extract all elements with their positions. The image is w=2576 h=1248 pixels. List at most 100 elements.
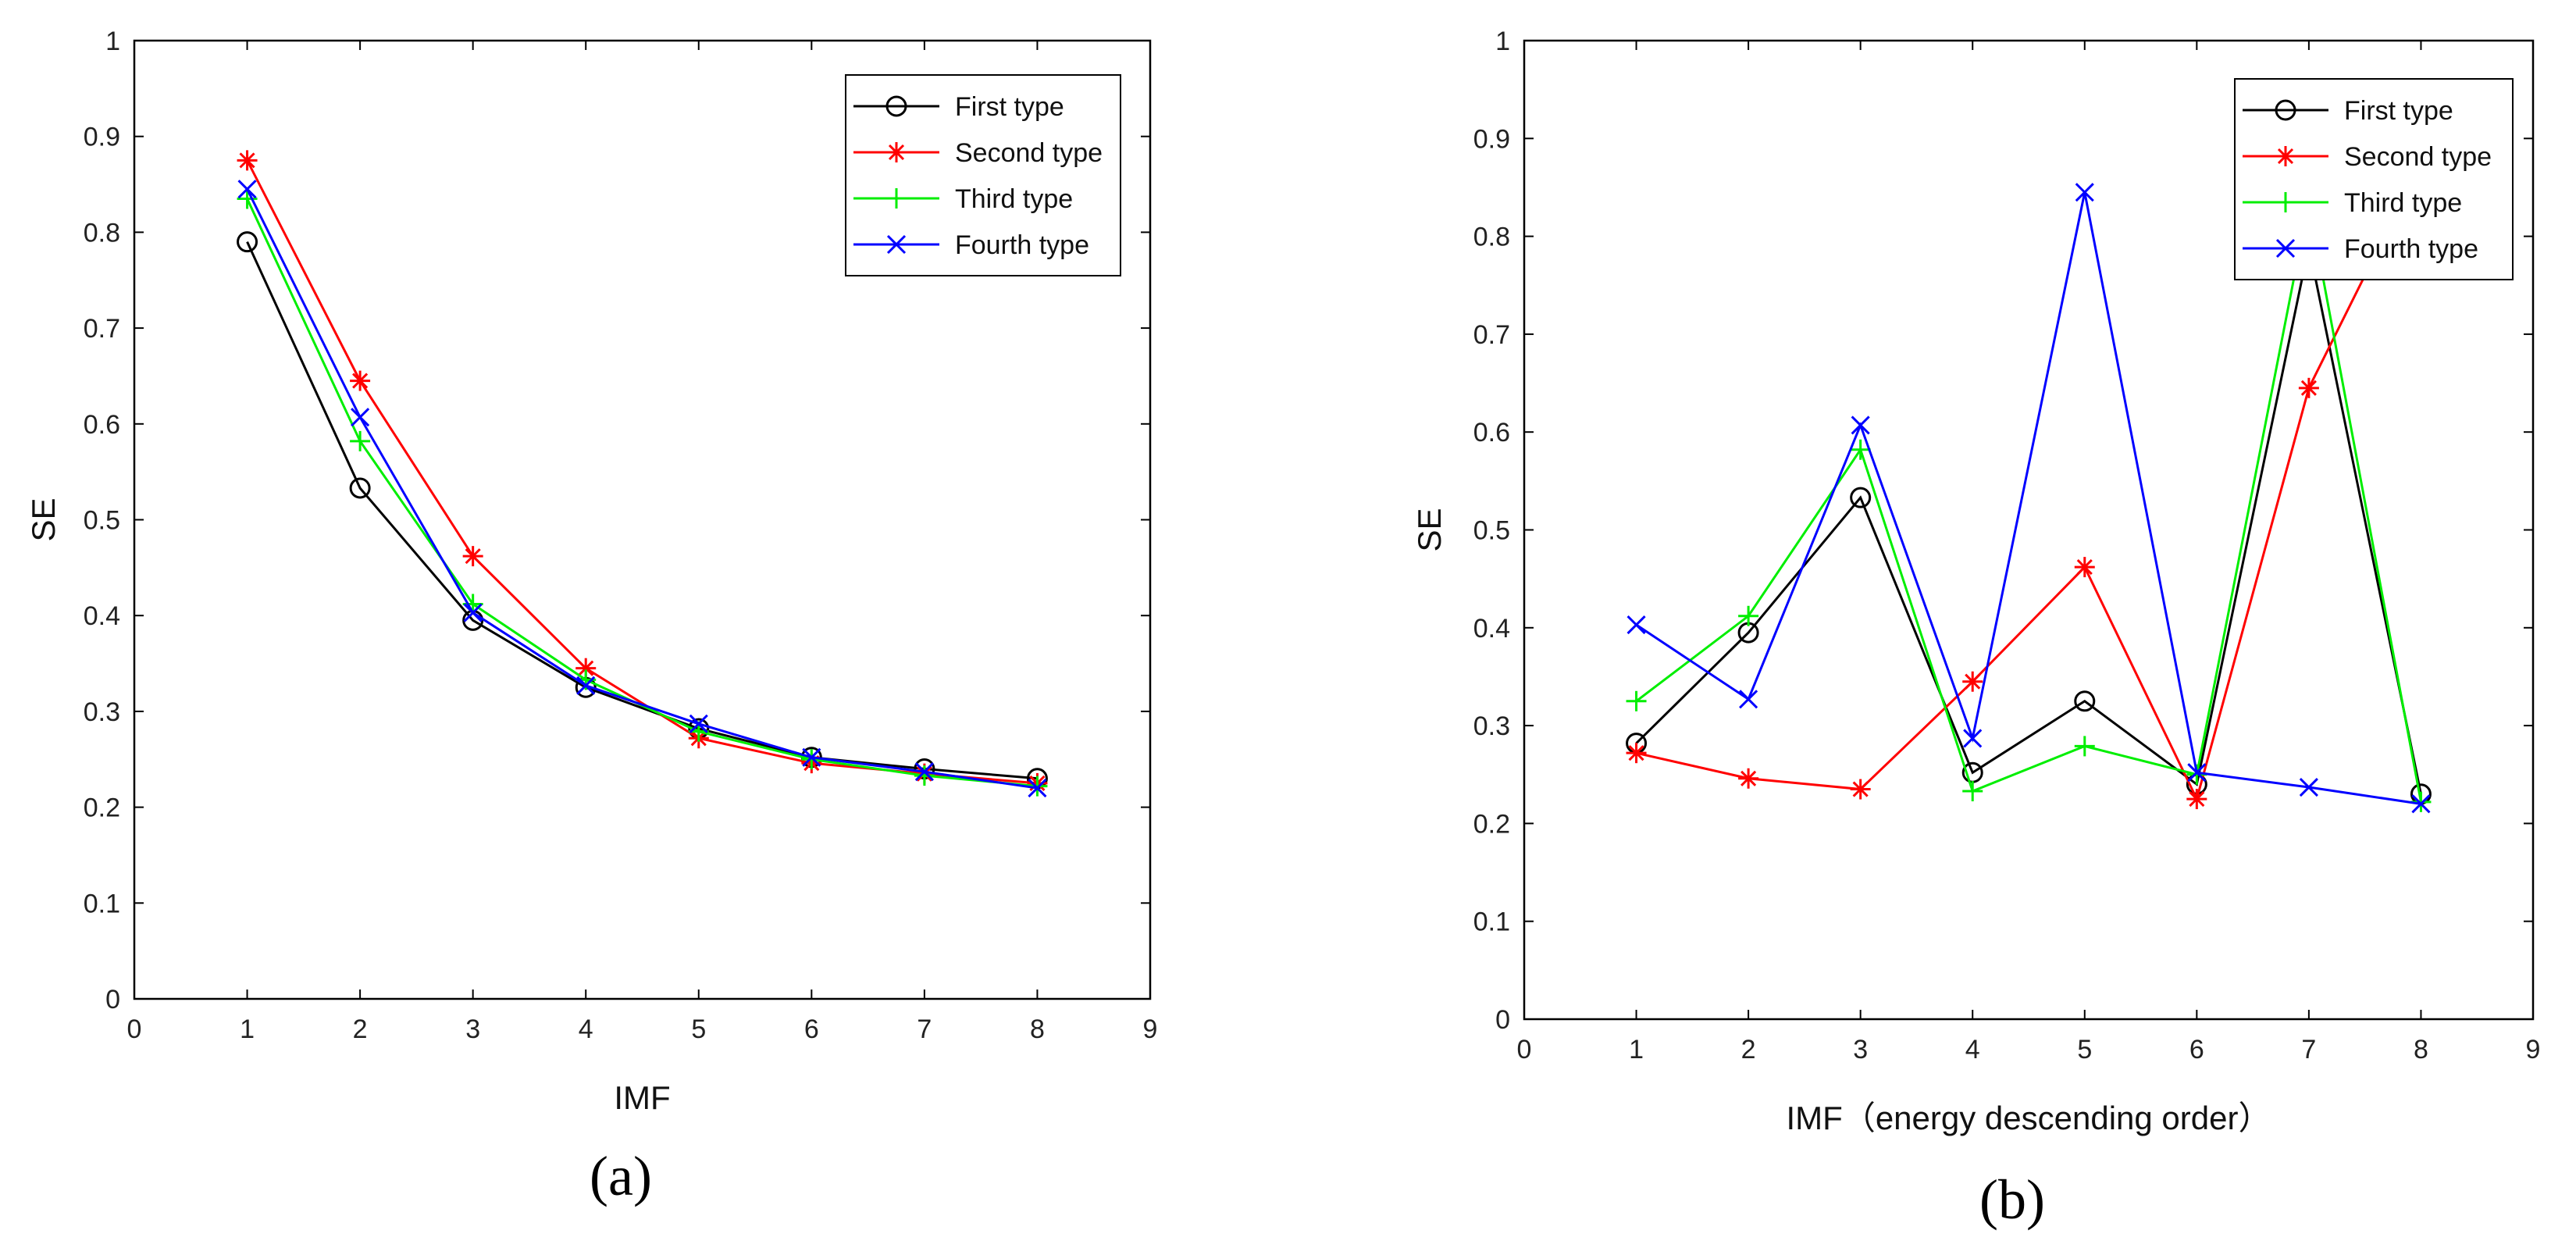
chart-a-x-tick-label: 8 [1030,1014,1045,1044]
chart-a-series-4-point-d2 [802,747,821,767]
chart-b-series-3-point [2074,736,2095,757]
chart-b-y-axis-label: SE [1411,508,1448,551]
chart-b-series-4-point [1963,729,1983,748]
chart-a-x-tick-label: 9 [1143,1014,1158,1044]
chart-a-legend-box [845,74,1121,276]
chart-b-series-2-point-d2 [1852,781,1869,797]
chart-b-series-2-point [2074,557,2095,578]
chart-b-series-4-point [2411,794,2431,814]
chart-a-series-2-point [462,546,483,567]
chart-b-legend-marker-2-d2 [2277,148,2294,165]
chart-b-y-tick-label: 0.6 [1473,418,1510,447]
chart-a-series-2-point [237,150,258,171]
chart-a-y-axis-label: SE [25,497,62,541]
chart-a-series-4-point [689,714,708,733]
chart-b-series-2-point-d2 [1740,770,1757,786]
chart-a-x-tick-label: 4 [579,1014,593,1044]
chart-a-legend-label-2: Second type [955,138,1103,168]
chart-b-series-4-point-d2 [2411,794,2431,814]
chart-b-series-2-point [1850,779,1871,800]
chart-b-legend-marker-1 [2275,99,2296,121]
chart-b-series-4-point-d2 [2187,763,2207,783]
chart-a-series-2-point [350,370,371,391]
chart-a-y-tick-label: 1 [105,27,120,56]
chart-a-series-line-1 [246,241,1038,780]
chart-b-legend-label-3: Third type [2344,188,2462,218]
chart-a-legend-marker-1 [885,95,907,117]
chart-b-y-tick-label: 0.7 [1473,320,1510,350]
chart-b-series-line-3 [1635,201,2422,803]
chart-b-series-2-point-d2 [2189,791,2205,808]
chart-b-series-4-point [2075,183,2094,202]
chart-b-series-line-1 [1635,245,2422,795]
chart-b-series-2-point-d2 [2300,380,2317,396]
chart-a-series-line-3 [246,198,1038,788]
chart-a-series-4-point-d2 [237,180,257,199]
chart-b-y-tick-label: 1 [1495,27,1510,56]
chart-panel-a: 0 1 2 3 4 5 6 7 8 9 0 0.1 0.2 0.3 0.4 0.5 0.6 0.7 0.8 0.9 1 I… [25,27,1157,1207]
chart-b-legend-label-1: First type [2344,96,2453,126]
chart-b-y-tick-label: 0.4 [1473,614,1510,644]
chart-a-x-tick-label: 0 [127,1014,142,1044]
chart-b-x-tick-label: 8 [2414,1035,2428,1064]
chart-b-y-tick-label: 0.3 [1473,711,1510,741]
chart-b-series-4-point-d2 [1963,729,1983,748]
chart-b-y-tick-label: 0 [1495,1005,1510,1035]
chart-b-x-tick-label: 2 [1741,1035,1756,1064]
chart-a-series-4-point-d2 [576,676,596,695]
chart-b-x-tick-label: 1 [1629,1035,1644,1064]
chart-b-series-2-point [2298,377,2319,398]
chart-b-series-4-point-d2 [1739,690,1758,709]
chart-b-series-2-point [2186,789,2207,810]
chart-b-legend-marker-4-d2 [2275,238,2296,259]
chart-a-series-4-point [576,676,596,695]
chart-a-x-tick-label: 6 [804,1014,819,1044]
chart-b-series-4-point [1739,690,1758,709]
chart-b-series-line-2 [1636,162,2422,803]
chart-a-y-tick-label: 0.8 [84,218,120,248]
chart-a-x-tick-label: 7 [917,1014,932,1044]
chart-a-series-3-point [914,765,935,786]
chart-a-y-tick-label: 0.6 [84,410,120,440]
chart-b-legend-marker-2 [2275,146,2296,166]
chart-a-x-axis-label: IMF [614,1079,670,1116]
chart-a-y-tick-label: 0.9 [84,123,120,152]
chart-b-series-4-point [2187,763,2207,783]
chart-a-series-4-point [914,762,934,782]
chart-panel-b: 0 1 2 3 4 5 6 7 8 9 0 0.1 0.2 0.3 0.4 0.5 0.6 0.7 0.8 0.9 1 I… [1411,27,2540,1231]
chart-a-series-1-point [237,231,258,253]
chart-a-series-2-point-d2 [578,660,594,676]
chart-b-series-4-point [2299,777,2318,797]
chart-b-series-4-point-d2 [1851,415,1870,435]
chart-a-legend-label-3: Third type [955,184,1073,214]
chart-a-legend-marker-3 [886,188,907,209]
chart-b-series-2-point [1626,743,1647,764]
chart-a-series-2-point-d2 [239,152,255,169]
chart-b-series-3-point [1738,605,1759,626]
chart-b-y-tick-label: 0.1 [1473,907,1510,937]
chart-a-legend-marker-2 [886,142,907,162]
chart-a-series-4-point [237,180,257,199]
chart-a-series-4-point-d2 [689,714,708,733]
chart-b-series-4-point [1851,415,1870,435]
chart-a-y-tick-label: 0.5 [84,506,120,536]
chart-b-series-line-4 [1635,191,2421,805]
chart-b-series-4-point-d2 [2299,777,2318,797]
chart-a-series-4-point [802,747,821,767]
chart-a-series-1-point [349,477,371,499]
chart-b-caption: (b) [1979,1168,2045,1231]
chart-b-series-2-point [1962,671,1983,692]
chart-b-series-3-point [1962,781,1983,802]
chart-a-series-line-4 [246,188,1038,790]
chart-a-y-tick-label: 0.7 [84,314,120,344]
chart-a-legend-marker-2-d2 [888,144,905,161]
chart-a-series-4-point-d2 [914,762,934,782]
chart-b-series-3-point [1850,439,1871,460]
chart-b-x-tick-label: 7 [2301,1035,2316,1064]
chart-b-legend-marker-3 [2275,192,2296,212]
chart-b-series-3-point [1626,690,1647,711]
chart-a-series-4-point [463,603,483,622]
chart-a-legend-marker-4-d2 [886,234,907,255]
chart-a-caption: (a) [590,1145,652,1207]
